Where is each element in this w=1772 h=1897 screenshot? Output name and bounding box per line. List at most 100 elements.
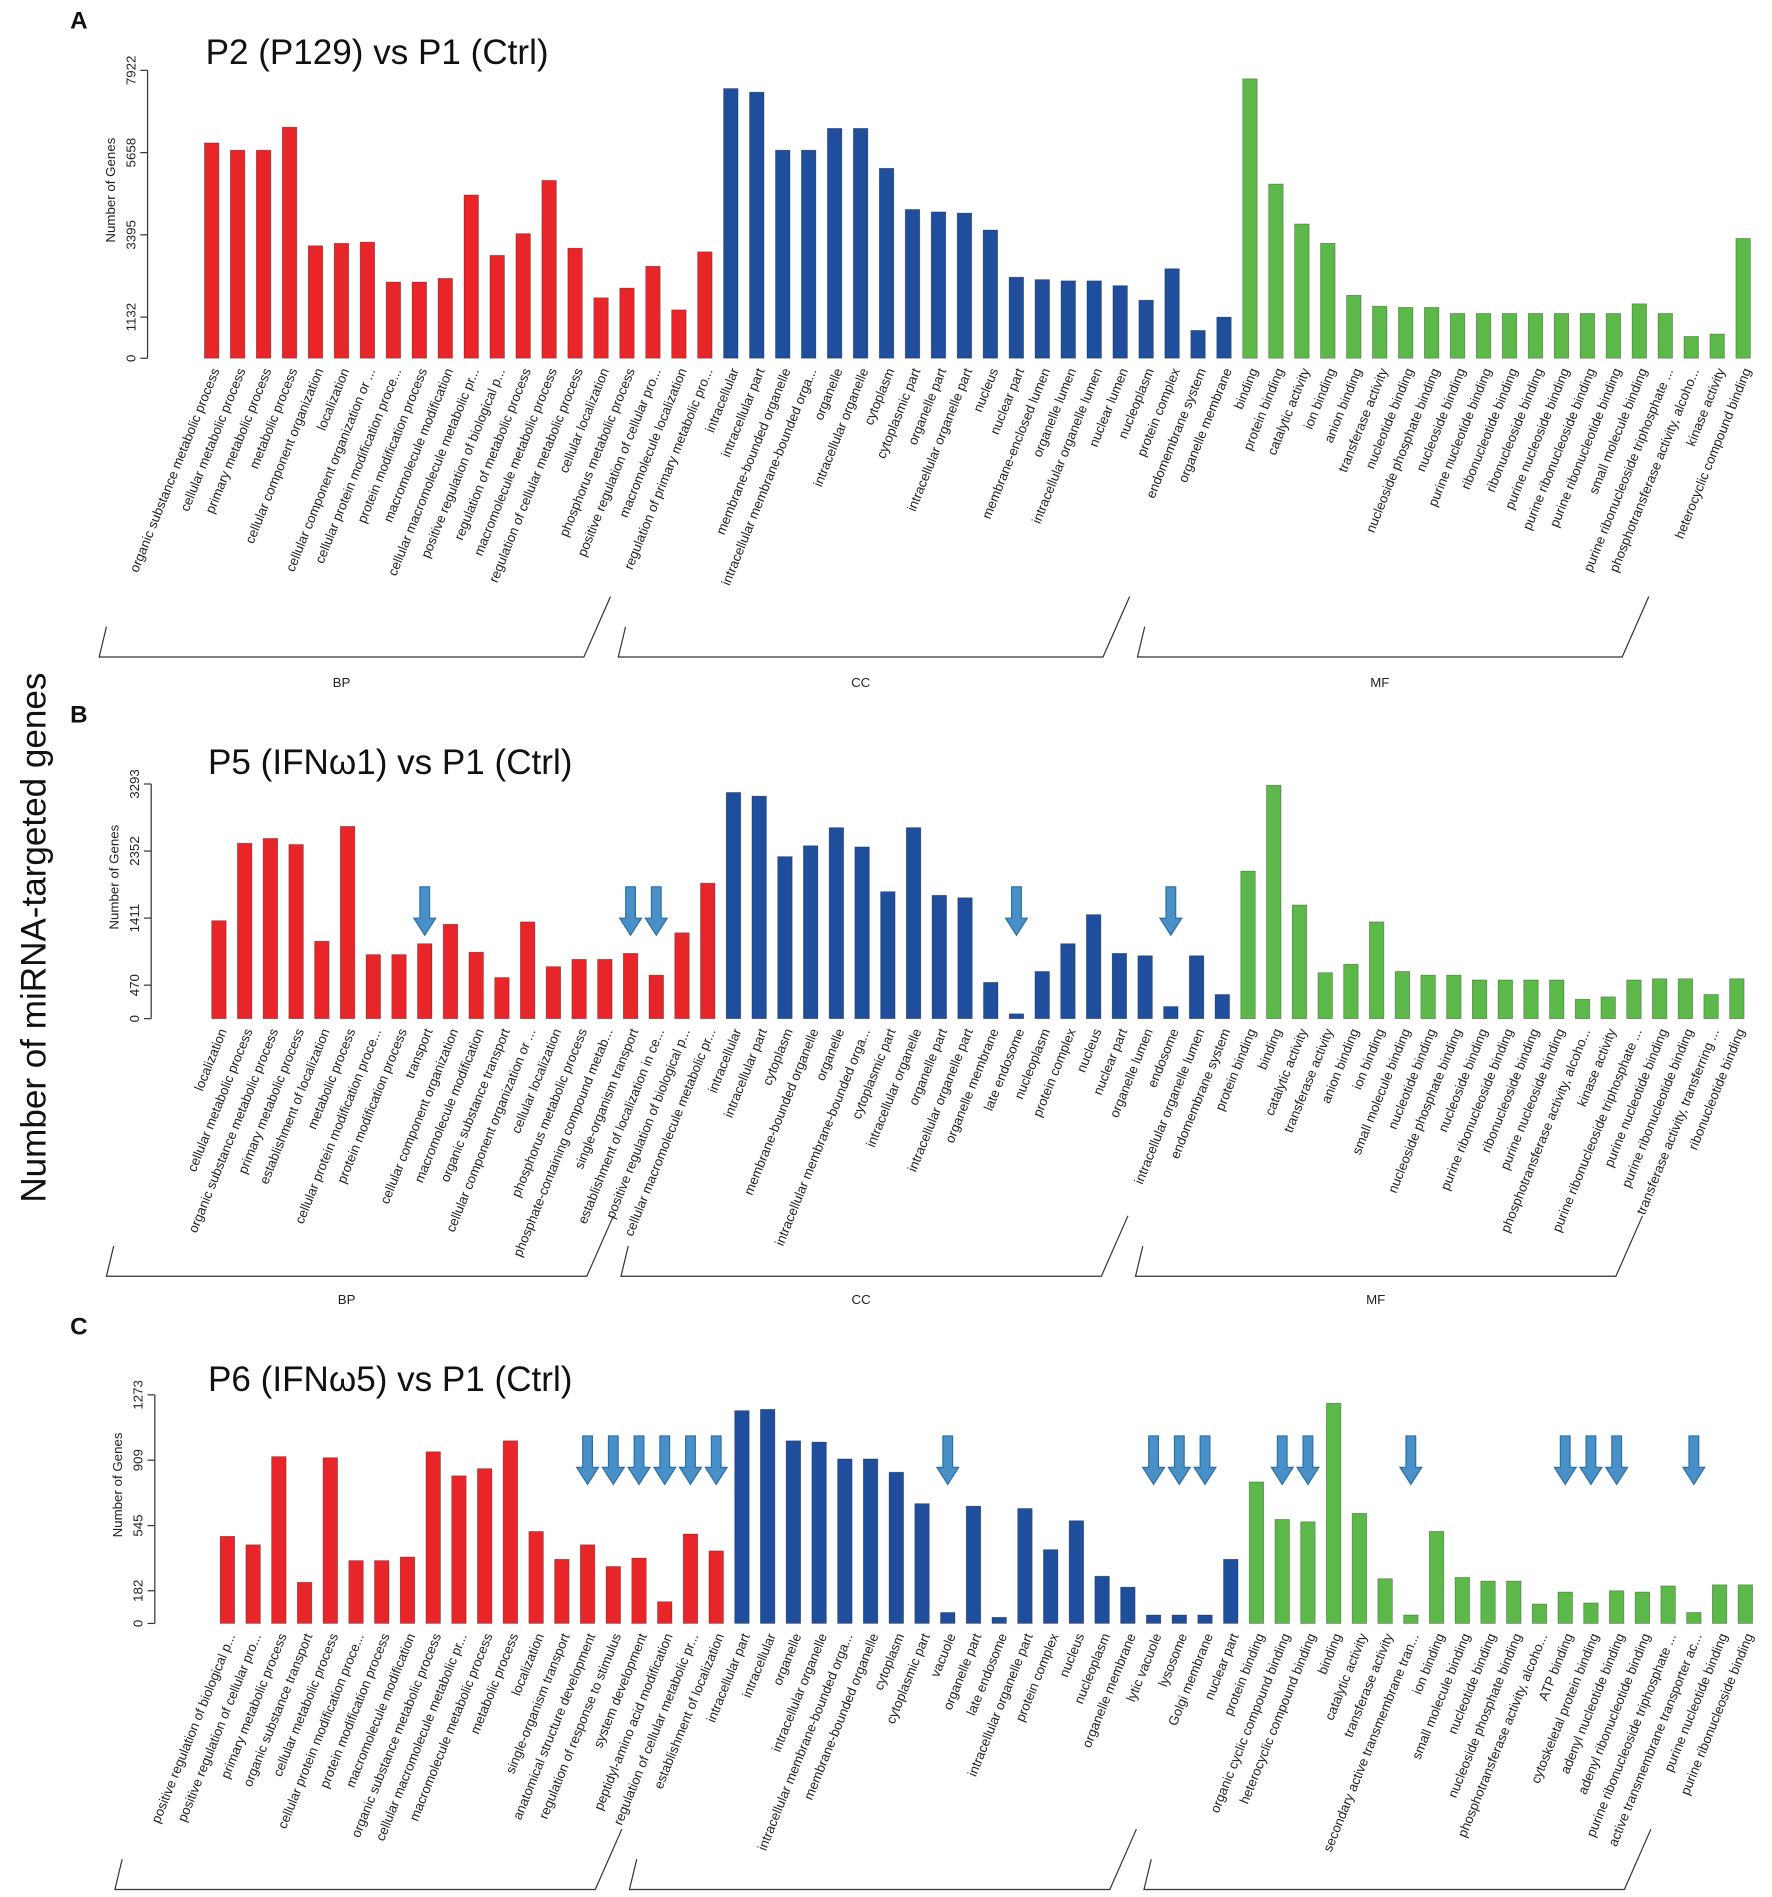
bar xyxy=(1372,305,1388,359)
arrow xyxy=(1004,886,1029,937)
bar xyxy=(1291,904,1308,1020)
bar xyxy=(288,844,304,1020)
bar xyxy=(1398,307,1414,359)
y-tick-label: 7922 xyxy=(123,56,138,86)
bar xyxy=(579,1544,596,1624)
bar xyxy=(339,826,356,1020)
bar xyxy=(682,1533,699,1624)
bar xyxy=(1145,1614,1162,1624)
bar xyxy=(723,88,739,359)
bar xyxy=(888,1471,904,1624)
bar xyxy=(1068,1520,1085,1624)
bar xyxy=(245,1544,261,1624)
bar xyxy=(957,897,973,1020)
bar xyxy=(931,894,947,1020)
y-tick-label: 0 xyxy=(123,355,138,362)
bar xyxy=(1446,974,1462,1020)
bar xyxy=(828,827,845,1020)
y-tick-label: 5658 xyxy=(123,138,138,168)
bar xyxy=(1600,996,1616,1020)
arrow xyxy=(1681,1435,1706,1486)
bar xyxy=(477,1468,493,1624)
bar xyxy=(749,91,765,359)
bar xyxy=(1369,921,1385,1020)
panel-letter: A xyxy=(70,7,87,34)
bar xyxy=(597,959,613,1020)
bar xyxy=(708,1550,724,1624)
arrow xyxy=(575,1435,600,1486)
bar xyxy=(489,255,505,359)
chart-title: P2 (P129) vs P1 (Ctrl) xyxy=(206,33,549,72)
bar xyxy=(1683,336,1699,359)
y-tick-label: 909 xyxy=(131,1449,146,1471)
bar xyxy=(801,149,817,359)
bar xyxy=(1579,313,1596,359)
bar xyxy=(827,128,843,359)
arrow xyxy=(627,1435,652,1486)
bar xyxy=(554,1558,570,1624)
bar xyxy=(982,229,999,359)
bar xyxy=(494,977,510,1020)
arrow xyxy=(1295,1435,1320,1486)
bar xyxy=(1686,1612,1702,1624)
bar xyxy=(1394,971,1411,1020)
bar xyxy=(1351,1512,1368,1624)
bar xyxy=(463,194,479,359)
y-tick-label: 470 xyxy=(127,974,142,996)
bar xyxy=(785,1440,802,1624)
bar xyxy=(1266,784,1282,1020)
bar xyxy=(671,309,687,359)
arrow xyxy=(1604,1435,1629,1486)
bar xyxy=(1317,972,1333,1020)
bar xyxy=(1343,963,1359,1020)
bar xyxy=(437,278,453,359)
bar xyxy=(1454,1577,1470,1624)
bar xyxy=(567,247,583,359)
group-label: BP xyxy=(333,675,351,690)
bar xyxy=(1557,1591,1573,1624)
arrow xyxy=(618,886,643,937)
group-bracket xyxy=(1136,596,1650,658)
bar xyxy=(1424,307,1440,359)
bar xyxy=(314,940,330,1020)
bar xyxy=(281,126,298,359)
bar xyxy=(751,795,767,1020)
bar xyxy=(1274,1519,1290,1624)
bar xyxy=(365,954,381,1020)
bar xyxy=(1008,276,1024,359)
bar xyxy=(1326,1402,1342,1624)
bar xyxy=(1171,1614,1187,1624)
y-tick-label: 545 xyxy=(131,1514,146,1536)
y-tick-label: 0 xyxy=(127,1015,142,1022)
bar xyxy=(451,1475,467,1624)
bar xyxy=(1527,313,1544,359)
bar xyxy=(1060,280,1076,359)
bar xyxy=(1480,1580,1496,1624)
bar xyxy=(1034,971,1050,1020)
bar xyxy=(657,1601,673,1624)
bar xyxy=(940,1612,956,1624)
bar xyxy=(442,923,459,1020)
bar xyxy=(417,943,433,1020)
bar xyxy=(862,1458,879,1624)
bar xyxy=(296,1581,313,1624)
bar xyxy=(322,1457,338,1624)
bar xyxy=(1497,979,1513,1020)
bar xyxy=(622,953,639,1020)
bar xyxy=(734,1410,750,1624)
bar xyxy=(307,245,324,359)
bar xyxy=(1652,978,1668,1020)
group-label: CC xyxy=(851,675,871,690)
bar xyxy=(1549,979,1565,1020)
arrow xyxy=(1158,886,1183,937)
y-tick-label: 3293 xyxy=(127,769,142,799)
bar xyxy=(777,856,793,1020)
bar xyxy=(619,287,635,359)
panel-letter: C xyxy=(70,1314,87,1341)
bar xyxy=(219,1535,236,1624)
y-tick-label: 3395 xyxy=(123,220,138,250)
bar xyxy=(593,297,609,359)
group-bracket xyxy=(114,1828,623,1891)
group-label: MF xyxy=(1370,675,1389,690)
bar xyxy=(631,1557,647,1624)
